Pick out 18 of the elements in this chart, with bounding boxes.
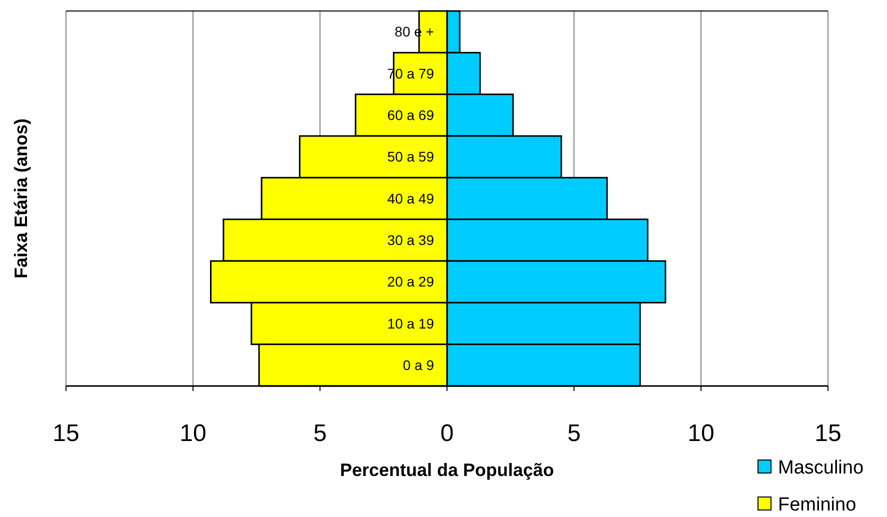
- y-tick-label: 50 a 59: [387, 148, 434, 165]
- x-tick-label: 5: [567, 420, 581, 447]
- x-tick-label: 0: [440, 420, 454, 447]
- x-tick-label: 5: [313, 420, 327, 447]
- y-tick-label: 0 a 9: [402, 357, 434, 374]
- x-tick-label: 10: [688, 420, 714, 447]
- y-tick-label: 60 a 69: [387, 107, 434, 124]
- legend-label: Feminino: [778, 494, 856, 516]
- y-tick-label: 30 a 39: [387, 232, 434, 248]
- y-axis-title: Faixa Etária (anos): [11, 118, 31, 279]
- x-tick-label: 10: [180, 420, 206, 447]
- x-tick-label: 15: [52, 420, 80, 447]
- x-axis-title: Percentual da População: [340, 460, 554, 480]
- legend-label: Masculino: [778, 458, 864, 479]
- y-tick-label: 20 a 29: [387, 274, 434, 290]
- y-tick-label: 40 a 49: [387, 190, 434, 206]
- x-tick-label: 15: [814, 420, 842, 447]
- y-tick-label: 10 a 19: [387, 315, 434, 332]
